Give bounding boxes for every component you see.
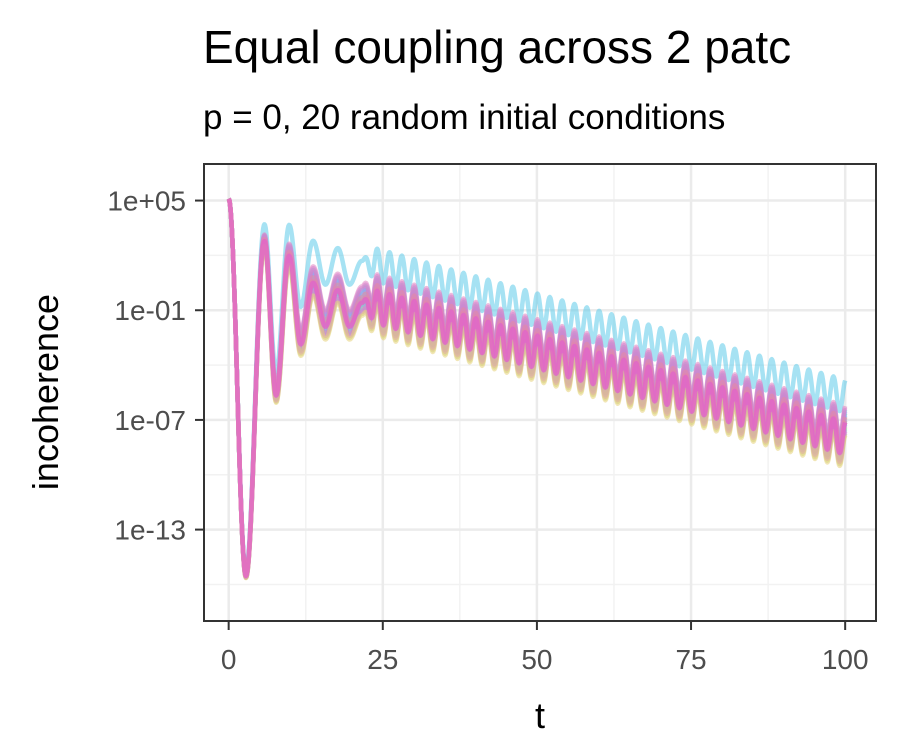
y-tick-label: 1e-01 <box>114 295 186 326</box>
x-axis-title: t <box>535 695 545 736</box>
chart-title: Equal coupling across 2 patc <box>203 21 792 73</box>
x-tick-label: 100 <box>822 644 869 675</box>
chart-subtitle: p = 0, 20 random initial conditions <box>203 98 726 137</box>
panel-border <box>203 163 877 622</box>
y-tick-label: 1e-07 <box>114 405 186 436</box>
x-tick-label: 75 <box>675 644 706 675</box>
series-line-9 <box>226 197 848 573</box>
y-axis-title: incoherence <box>25 294 66 490</box>
x-axis: 0 25 50 75 100 <box>221 621 869 675</box>
series-group <box>226 197 848 581</box>
x-tick-label: 50 <box>521 644 552 675</box>
y-axis: 1e+05 1e-01 1e-07 1e-13 <box>107 186 204 546</box>
y-tick-label: 1e-13 <box>114 515 186 546</box>
x-tick-label: 25 <box>367 644 398 675</box>
x-tick-label: 0 <box>221 644 237 675</box>
series-line-highlight <box>226 197 848 579</box>
y-tick-label: 1e+05 <box>107 186 186 217</box>
